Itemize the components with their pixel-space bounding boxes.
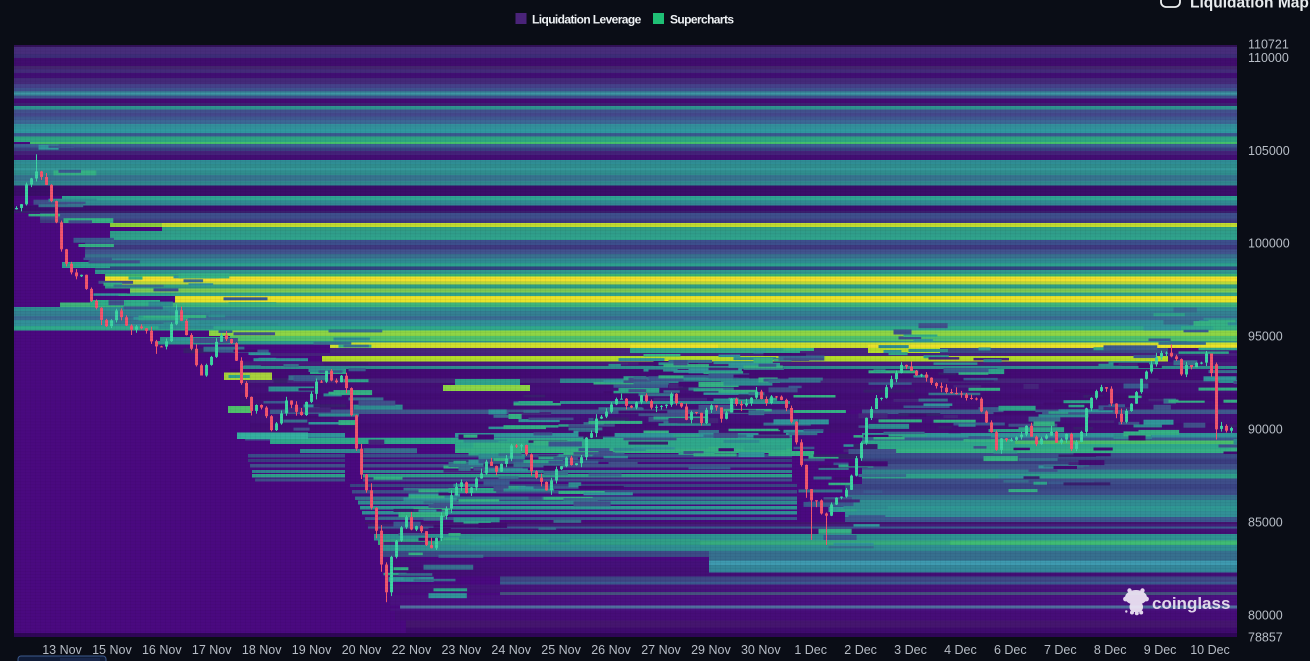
svg-text:9 Dec: 9 Dec bbox=[1144, 643, 1177, 657]
svg-text:105000: 105000 bbox=[1248, 144, 1290, 158]
svg-text:13 Nov: 13 Nov bbox=[42, 643, 82, 657]
svg-text:17 Nov: 17 Nov bbox=[192, 643, 232, 657]
svg-text:7 Dec: 7 Dec bbox=[1044, 643, 1077, 657]
svg-text:29 Nov: 29 Nov bbox=[691, 643, 731, 657]
svg-text:15 Nov: 15 Nov bbox=[92, 643, 132, 657]
svg-text:1 Dec: 1 Dec bbox=[794, 643, 827, 657]
svg-text:95000: 95000 bbox=[1248, 330, 1283, 344]
svg-text:19 Nov: 19 Nov bbox=[292, 643, 332, 657]
svg-text:4 Dec: 4 Dec bbox=[944, 643, 977, 657]
svg-text:26 Nov: 26 Nov bbox=[591, 643, 631, 657]
svg-text:20 Nov: 20 Nov bbox=[342, 643, 382, 657]
svg-text:30 Nov: 30 Nov bbox=[741, 643, 781, 657]
svg-text:3 Dec: 3 Dec bbox=[894, 643, 927, 657]
svg-text:80000: 80000 bbox=[1248, 608, 1283, 622]
svg-text:25 Nov: 25 Nov bbox=[541, 643, 581, 657]
svg-text:23 Nov: 23 Nov bbox=[441, 643, 481, 657]
svg-text:110000: 110000 bbox=[1248, 51, 1289, 65]
svg-text:85000: 85000 bbox=[1248, 515, 1283, 529]
svg-text:2 Dec: 2 Dec bbox=[844, 643, 877, 657]
svg-text:8 Dec: 8 Dec bbox=[1094, 643, 1127, 657]
svg-text:100000: 100000 bbox=[1248, 237, 1290, 251]
svg-text:6 Dec: 6 Dec bbox=[994, 643, 1027, 657]
svg-text:27 Nov: 27 Nov bbox=[641, 643, 681, 657]
svg-text:Liquidation Leverage: Liquidation Leverage bbox=[532, 13, 642, 27]
svg-text:22 Nov: 22 Nov bbox=[392, 643, 432, 657]
svg-text:10 Dec: 10 Dec bbox=[1190, 643, 1230, 657]
svg-text:110721: 110721 bbox=[1248, 38, 1289, 52]
svg-text:18 Nov: 18 Nov bbox=[242, 643, 282, 657]
svg-text:78857: 78857 bbox=[1248, 630, 1283, 644]
svg-text:16 Nov: 16 Nov bbox=[142, 643, 182, 657]
svg-text:Liquidation Map: Liquidation Map bbox=[1190, 0, 1309, 12]
svg-text:90000: 90000 bbox=[1248, 423, 1283, 437]
svg-text:coinglass: coinglass bbox=[1152, 594, 1230, 613]
svg-text:24 Nov: 24 Nov bbox=[491, 643, 531, 657]
svg-text:Supercharts: Supercharts bbox=[670, 13, 734, 27]
